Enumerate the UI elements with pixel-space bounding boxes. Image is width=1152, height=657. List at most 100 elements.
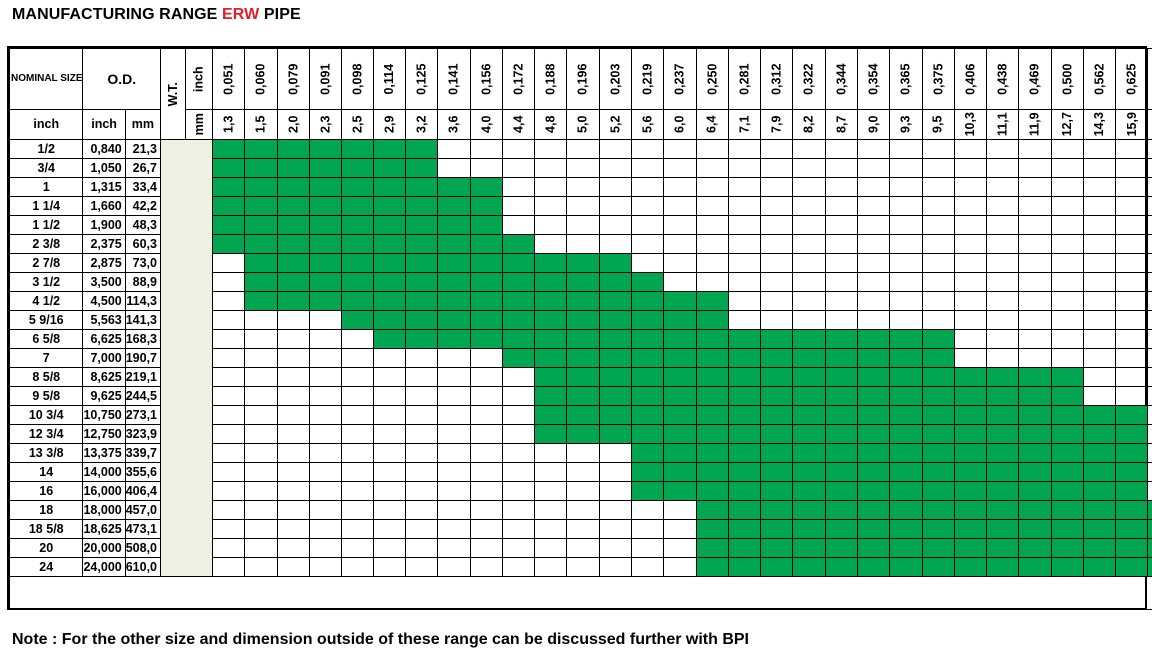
range-cell-available: [1082, 519, 1117, 539]
range-cell-empty: [1147, 253, 1152, 273]
range-cell-available: [566, 272, 600, 292]
range-cell-empty: [1115, 367, 1149, 387]
range-cell-empty: [501, 538, 536, 558]
range-cell-empty: [921, 234, 955, 254]
range-cell-available: [630, 291, 665, 311]
od-mm-cell: 508,0: [124, 538, 162, 558]
range-cell-empty: [695, 196, 729, 216]
range-cell-available: [727, 386, 762, 406]
range-cell-available: [501, 272, 536, 292]
range-cell-available: [1115, 481, 1149, 501]
range-cell-empty: [469, 139, 503, 159]
range-cell-available: [373, 253, 407, 273]
range-cell-empty: [663, 538, 697, 558]
range-cell-available: [534, 291, 568, 311]
range-cell-empty: [566, 557, 600, 577]
range-cell-available: [1147, 538, 1152, 558]
range-cell-available: [276, 272, 310, 292]
range-cell-empty: [630, 253, 665, 273]
range-cell-empty: [856, 196, 891, 216]
range-cell-empty: [469, 367, 503, 387]
table-row: 6 5/8 6,625 168,3: [8, 329, 1152, 349]
wt-mm-label: 6,0: [672, 115, 687, 134]
range-cell-available: [856, 462, 891, 482]
range-cell-available: [341, 139, 375, 159]
range-cell-empty: [373, 519, 407, 539]
range-cell-available: [1018, 424, 1052, 444]
range-cell-empty: [1018, 253, 1052, 273]
range-cell-available: [695, 519, 729, 539]
range-cell-available: [953, 481, 988, 501]
range-cell-empty: [244, 500, 278, 520]
range-cell-empty: [276, 329, 310, 349]
wt-mm-header: 5,0: [566, 109, 600, 140]
range-cell-available: [986, 424, 1020, 444]
range-cell-available: [1050, 557, 1084, 577]
range-cell-empty: [953, 196, 988, 216]
wt-inch-label: 0,250: [704, 63, 719, 95]
range-cell-available: [405, 158, 439, 178]
range-cell-available: [889, 481, 923, 501]
range-cell-available: [1050, 386, 1084, 406]
range-cell-empty: [1082, 386, 1117, 406]
range-cell-empty: [663, 519, 697, 539]
nominal-size-cell: 1: [8, 177, 84, 197]
range-cell-available: [695, 557, 729, 577]
range-cell-empty: [727, 310, 762, 330]
wt-inch-header: 0,365: [889, 48, 923, 110]
range-cell-empty: [727, 139, 762, 159]
wt-inch-header: 0,500: [1050, 48, 1084, 110]
range-cell-available: [921, 519, 955, 539]
od-inch-cell: 2,875: [82, 253, 126, 273]
wt-inch-header: 0,196: [566, 48, 600, 110]
wt-mm-header: 5,2: [598, 109, 632, 140]
wt-inch-label: 0,500: [1060, 63, 1075, 95]
range-cell-empty: [212, 443, 246, 463]
range-cell-available: [663, 310, 697, 330]
range-cell-empty: [534, 500, 568, 520]
range-cell-empty: [308, 348, 343, 368]
range-cell-empty: [856, 234, 891, 254]
od-inch-cell: 1,050: [82, 158, 126, 178]
wt-inch-label: 0,091: [318, 63, 333, 95]
wt-inch-header: 0,114: [373, 48, 407, 110]
range-cell-available: [373, 158, 407, 178]
range-cell-available: [695, 538, 729, 558]
range-cell-empty: [598, 215, 632, 235]
title-suffix: PIPE: [259, 6, 301, 23]
od-inch-cell: 16,000: [82, 481, 126, 501]
range-cell-empty: [501, 158, 536, 178]
range-cell-empty: [244, 386, 278, 406]
range-cell-empty: [373, 424, 407, 444]
range-cell-empty: [373, 481, 407, 501]
range-cell-empty: [244, 519, 278, 539]
range-cell-available: [824, 481, 858, 501]
range-cell-available: [437, 196, 471, 216]
range-cell-available: [792, 481, 826, 501]
range-cell-empty: [244, 329, 278, 349]
range-cell-available: [630, 272, 665, 292]
range-cell-empty: [1050, 177, 1084, 197]
range-cell-empty: [405, 500, 439, 520]
range-cell-empty: [630, 234, 665, 254]
range-cell-empty: [1018, 310, 1052, 330]
wt-mm-header: 1,5: [244, 109, 278, 140]
wt-inch-label: 0,237: [672, 63, 687, 95]
range-cell-empty: [598, 538, 632, 558]
range-cell-available: [727, 538, 762, 558]
range-cell-empty: [534, 139, 568, 159]
table-row: 1/2 0,840 21,3: [8, 139, 1152, 577]
od-mm-cell: 48,3: [124, 215, 162, 235]
range-cell-empty: [244, 443, 278, 463]
range-cell-empty: [373, 462, 407, 482]
range-cell-empty: [727, 291, 762, 311]
range-cell-available: [534, 272, 568, 292]
range-cell-empty: [953, 272, 988, 292]
wt-mm-label: 4,0: [478, 115, 493, 134]
range-cell-available: [373, 196, 407, 216]
range-cell-empty: [341, 538, 375, 558]
od-mm-cell: 114,3: [124, 291, 162, 311]
range-cell-available: [244, 158, 278, 178]
range-cell-available: [1147, 519, 1152, 539]
range-cell-available: [760, 462, 794, 482]
